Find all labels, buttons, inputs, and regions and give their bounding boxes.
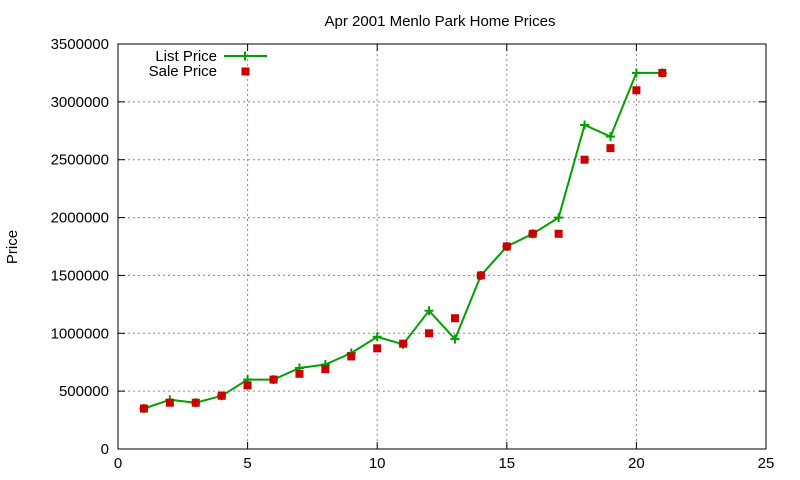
sale-price-point — [476, 271, 485, 280]
list-price-point — [554, 213, 564, 223]
y-tick-label: 3000000 — [51, 94, 109, 111]
list-price-point — [372, 332, 382, 342]
y-tick-label: 3500000 — [51, 36, 109, 53]
sale-price-point — [243, 381, 252, 390]
sale-price-point — [580, 155, 589, 164]
y-tick-label: 2500000 — [51, 152, 109, 169]
list-price-point — [580, 120, 590, 130]
sale-price-point — [269, 375, 278, 384]
legend-label-sale-price: Sale Price — [149, 63, 217, 80]
sale-price-point — [528, 229, 537, 238]
sale-price-point — [658, 68, 667, 77]
list-price-point — [605, 132, 615, 142]
sale-price-point — [165, 398, 174, 407]
legend-square-sale-price — [241, 67, 250, 76]
y-tick-label: 1000000 — [51, 325, 109, 342]
sale-price-point — [373, 344, 382, 353]
list-price-point — [631, 68, 641, 78]
sale-price-point — [347, 352, 356, 361]
y-tick-label: 2000000 — [51, 210, 109, 227]
x-tick-label: 25 — [758, 455, 775, 472]
sale-price-point — [554, 229, 563, 238]
x-tick-label: 15 — [498, 455, 515, 472]
x-tick-label: 20 — [628, 455, 645, 472]
sale-price-point — [217, 391, 226, 400]
sale-price-point — [139, 404, 148, 413]
chart-title: Apr 2001 Menlo Park Home Prices — [325, 13, 556, 30]
x-tick-label: 0 — [114, 455, 122, 472]
sale-price-point — [425, 329, 434, 338]
list-price-point — [424, 306, 434, 316]
grid-lines — [118, 44, 766, 449]
axis-ticks: 0 5 10 15 20 25 0 500000 1000000 1500000 2000000 25… — [51, 36, 775, 472]
y-tick-label: 1500000 — [51, 267, 109, 284]
sale-price-point — [399, 339, 408, 348]
legend: List Price Sale Price — [149, 48, 267, 80]
list-price-point — [450, 334, 460, 344]
sale-price-point — [450, 314, 459, 323]
sale-price-point — [321, 365, 330, 374]
sale-price-point — [502, 242, 511, 251]
x-tick-label: 5 — [243, 455, 251, 472]
series-layer — [139, 68, 667, 413]
y-axis-label: Price — [4, 230, 21, 264]
sale-price-point — [632, 86, 641, 95]
plot-frame — [117, 43, 767, 450]
y-tick-label: 500000 — [59, 383, 109, 400]
x-tick-label: 10 — [369, 455, 386, 472]
legend-label-list-price: List Price — [155, 48, 217, 65]
sale-price-point — [191, 398, 200, 407]
sale-price-point — [606, 144, 615, 153]
sale-price-point — [295, 369, 304, 378]
y-tick-label: 0 — [101, 441, 109, 458]
legend-plus-marker — [240, 51, 250, 61]
